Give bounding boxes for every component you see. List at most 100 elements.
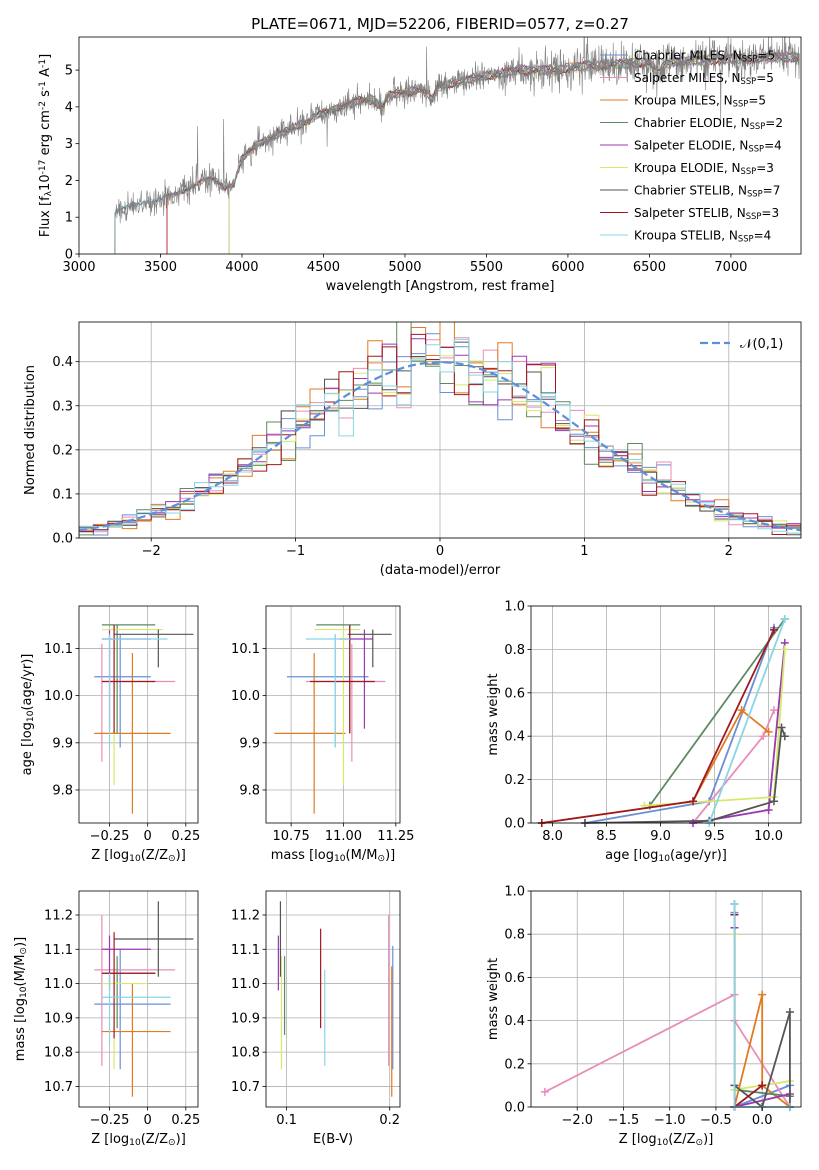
x-tick-label: 0.2 [379,1113,400,1128]
y-tick-label: 9.9 [52,736,73,751]
y-tick-label: 10.9 [44,1011,73,1026]
y-tick-label: 0.2 [504,1057,525,1072]
grid [531,890,801,1108]
axes-frame: 10.75 11.00 11.25 9.8 9.9 10.0 10.1 mass [log10… [231,605,414,864]
legend: 𝒩(0,1) [700,337,783,352]
x-tick-label: 7000 [714,260,747,275]
y-tick-label: 1.0 [504,600,525,615]
data-point [274,653,346,814]
data-point [101,932,156,1039]
x-axis-label: age [log10(age/yr)] [605,848,727,864]
axes-border [78,605,199,824]
y-tick-label: 5 [65,64,73,79]
y-tick-label: 0.2 [504,773,525,788]
plot-area [277,901,394,1097]
data-point [339,629,373,729]
legend-entry: Salpeter MILES, NSSP=5 [634,71,774,86]
weight-line [584,727,786,824]
axes-border [78,890,199,1108]
legend-entry: Salpeter STELIB, NSSP=3 [634,206,779,221]
y-axis-label: mass [log10(M/M⊙)] [13,937,29,1061]
y-tick-label: 11.2 [44,909,73,924]
y-tick-label: 0.0 [504,1101,525,1116]
y-tick-label: 10.0 [231,689,260,704]
x-axis-label: (data-model)/error [380,563,501,578]
x-tick-label: −1.0 [654,1113,686,1128]
weight-series [730,910,767,1111]
weight-line [649,618,786,807]
x-tick-label: 5000 [388,260,421,275]
y-tick-label: 0.3 [52,399,73,414]
x-tick-label: 0.25 [171,829,200,844]
plot-area [94,901,194,1097]
data-point [101,983,171,1097]
data-point [101,624,156,734]
y-tick-label: 10.8 [231,1046,260,1061]
y-tick-label: 0.4 [504,1014,525,1029]
data-point [309,624,375,734]
plot-area [114,37,800,254]
axes-frame: −0.25 0 0.25 10.7 10.8 10.9 11.0 11.1 11.2 Z [log… [13,890,200,1148]
legend-entry: Kroupa MILES, NSSP=5 [634,94,766,109]
y-tick-label: 0.6 [504,686,525,701]
plot-area [94,624,194,814]
weight-line [708,618,786,824]
x-axis-label: Z [log10(Z/Z⊙)] [91,848,186,864]
data-point [101,624,156,734]
grid [531,605,801,824]
panel-age-vs-Z: −0.25 0 0.25 9.8 9.9 10.0 10.1 Z [log10(Z/Z⊙)] a… [20,605,200,864]
legend-entry: Kroupa STELIB, NSSP=4 [634,229,771,244]
data-point [286,634,369,748]
histogram-series [79,338,801,536]
axes-frame: 3000 3500 4000 4500 5000 5500 6000 6500 7000 0 1 2 3… [38,36,802,294]
plot-area [537,615,789,827]
x-tick-label: 5500 [470,260,503,275]
y-axis-label: Flux [fλ10-17 erg cm-2 s-1 A-1] [38,54,54,237]
x-tick-label: −1.5 [608,1113,640,1128]
legend-entry: Chabrier ELODIE, NSSP=2 [634,116,783,131]
weight-marker [785,1007,794,1016]
y-tick-label: 9.8 [52,783,73,798]
panel-mass-vs-EBV: 0.1 0.2 10.7 10.8 10.9 11.0 11.1 11.2 E(B-V) [231,890,401,1147]
x-tick-label: 10.75 [273,829,310,844]
axes-border [530,605,802,824]
y-tick-label: 11.0 [231,977,260,992]
x-tick-label: 10.0 [754,829,783,844]
data-point [305,634,350,748]
y-tick-label: 0.0 [52,532,73,547]
x-tick-label: 8.0 [542,829,563,844]
y-tick-label: 11.0 [44,977,73,992]
plot-area [540,899,794,1111]
y-axis-label: Normed distribution [23,365,38,495]
x-tick-label: 3500 [144,260,177,275]
y-tick-label: 11.1 [44,943,73,958]
y-tick-label: 0.6 [504,971,525,986]
data-point [94,915,176,1066]
y-tick-label: 0.2 [52,443,73,458]
weight-marker [758,990,767,999]
y-axis-label: age [log10(age/yr)] [20,654,36,776]
y-axis-label: mass weight [486,673,501,755]
x-tick-label: 0.1 [276,1113,297,1128]
x-tick-label: −0.5 [700,1113,732,1128]
x-axis-label: wavelength [Angstrom, rest frame] [326,279,555,294]
legend-entry: Salpeter ELODIE, NSSP=4 [634,139,782,154]
y-tick-label: 10.7 [231,1080,260,1095]
x-tick-label: 8.5 [596,829,617,844]
panel-mass-vs-Z: −0.25 0 0.25 10.7 10.8 10.9 11.0 11.1 11.2 Z [log… [13,890,200,1148]
data-point [316,624,361,734]
y-tick-label: 1.0 [504,885,525,900]
weight-series [537,625,778,827]
weight-marker [780,645,789,654]
x-tick-label: 9.5 [704,829,725,844]
y-tick-label: 4 [65,100,73,115]
weight-marker [777,723,786,732]
y-tick-label: 0.8 [504,928,525,943]
x-tick-label: 6500 [633,260,666,275]
weight-line [733,994,791,1108]
y-tick-label: 3 [65,137,73,152]
data-point [305,643,386,762]
y-tick-label: 0.4 [504,730,525,745]
gaussian-curve [79,360,801,532]
x-tick-label: 3000 [62,260,95,275]
